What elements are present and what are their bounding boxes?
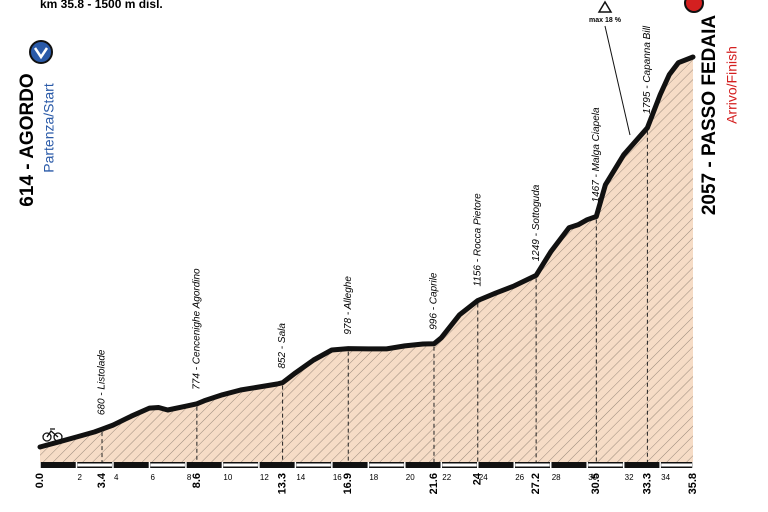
start-icon [29,40,53,64]
waypoint-km: 27.2 [530,473,542,494]
x-axis-segment [442,463,477,467]
waypoint-label: 996 - Caprile [429,272,440,330]
waypoint-label: 1467 - Malga Ciapela [591,107,602,202]
x-axis-segment [369,463,404,467]
waypoint-label: 1156 - Rocca Pietore [472,193,483,287]
x-tick-label: 0.0 [34,473,46,488]
x-tick-label: 16 [333,473,342,482]
chart-title: km 35.8 - 1500 m disl. [40,0,163,11]
profile-line [37,54,696,450]
x-tick-label: 12 [260,473,269,482]
climb-icon [597,0,613,13]
finish-icon [684,0,704,13]
waypoint-label: 978 - Alleghe [343,276,354,335]
waypoint-label: 852 - Sala [277,323,288,369]
waypoint-km: 21.6 [428,473,440,494]
waypoint-label: 680 - Listolade [97,349,108,415]
start-label: 614 - AGORDO [17,73,38,206]
x-tick-label: 6 [150,473,155,482]
waypoint-label: 1249 - Sottoguda [531,184,542,261]
annotation: max 18 % [589,17,622,24]
x-tick-label: 28 [552,473,561,482]
profile-hatch [40,57,693,465]
x-tick-label: 30 [588,473,597,482]
waypoint-km: 24 [472,472,484,485]
waypoint-label: 1795 - Capanna Bill [642,25,653,114]
x-axis-segment [661,463,692,467]
waypoint-km: 8.6 [191,473,203,488]
x-tick-label: 10 [223,473,232,482]
x-tick-label: 8 [187,473,192,482]
bike-icon [42,428,63,442]
x-axis-segment [223,463,258,467]
annotation-pointer [604,25,631,136]
x-tick-label: 20 [406,473,415,482]
x-tick-label: 26 [515,473,524,482]
x-tick-label: 18 [369,473,378,482]
x-tick-label: 4 [114,473,119,482]
x-tick-label: 34 [661,473,670,482]
x-axis-segment [588,463,623,467]
waypoint-km: 33.3 [641,473,653,494]
waypoint-km: 30.5 [590,473,602,494]
finish-sublabel: Arrivo/Finish [724,46,740,124]
x-tick-label: 35.8 [687,473,699,494]
waypoint-label: 774 - Cencenighe Agordino [192,268,203,390]
start-icon-arrow [33,47,49,60]
x-axis-segment [296,463,331,467]
x-tick-label: 22 [442,473,451,482]
x-tick-label: 32 [625,473,634,482]
start-sublabel: Partenza/Start [41,83,57,173]
x-tick-label: 2 [77,473,82,482]
x-tick-label: 24 [479,473,488,482]
x-axis-segment [77,463,112,467]
x-axis-segment [150,463,185,467]
finish-label: 2057 - PASSO FEDAIA [699,15,720,216]
x-axis-bar [40,462,693,468]
waypoint-km: 3.4 [96,472,108,488]
waypoint-km: 16.9 [342,473,354,494]
x-tick-label: 14 [296,473,305,482]
x-axis-segment [515,463,550,467]
waypoint-km: 13.3 [277,473,289,494]
